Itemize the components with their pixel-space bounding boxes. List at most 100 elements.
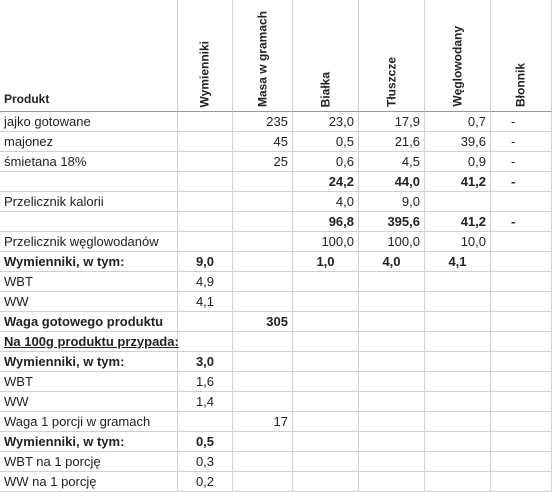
cell-text: WW na 1 porcję bbox=[4, 474, 97, 489]
cell: 17 bbox=[233, 412, 293, 432]
cell-text: 41,2 bbox=[460, 214, 486, 229]
cell bbox=[233, 292, 293, 312]
header-cell: Węglowodany bbox=[425, 0, 491, 112]
header-label: Produkt bbox=[4, 92, 50, 106]
cell: WBT bbox=[0, 272, 178, 292]
cell: Wymienniki, w tym: bbox=[0, 352, 178, 372]
header-label: Błonnik bbox=[513, 63, 528, 107]
cell: 39,6 bbox=[425, 132, 491, 152]
header-label: Tłuszcze bbox=[384, 56, 398, 107]
cell-text: WW bbox=[4, 294, 29, 309]
cell-text: 100,0 bbox=[321, 234, 354, 249]
cell: 9,0 bbox=[178, 252, 233, 272]
cell-text: Wymienniki, w tym: bbox=[4, 254, 125, 269]
cell bbox=[491, 392, 552, 412]
cell: 25 bbox=[233, 152, 293, 172]
cell-text: 4,0 bbox=[382, 254, 401, 269]
cell: Wymienniki, w tym: bbox=[0, 252, 178, 272]
cell bbox=[491, 472, 552, 492]
cell bbox=[491, 192, 552, 212]
cell bbox=[233, 212, 293, 232]
cell-text: - bbox=[511, 154, 516, 169]
cell bbox=[233, 452, 293, 472]
cell-text: 305 bbox=[266, 314, 288, 329]
cell bbox=[178, 172, 233, 192]
cell-text: 17 bbox=[273, 414, 288, 429]
cell: 0,6 bbox=[293, 152, 359, 172]
cell: 0,9 bbox=[425, 152, 491, 172]
cell bbox=[293, 352, 359, 372]
cell-text: 0,9 bbox=[467, 154, 486, 169]
cell bbox=[425, 192, 491, 212]
cell-text: - bbox=[511, 114, 516, 129]
cell: - bbox=[491, 112, 552, 132]
cell: WW na 1 porcję bbox=[0, 472, 178, 492]
header-label: Masa w gramach bbox=[255, 10, 269, 107]
cell: Wymienniki, w tym: bbox=[0, 432, 178, 452]
cell: 4,5 bbox=[359, 152, 425, 172]
cell: 10,0 bbox=[425, 232, 491, 252]
cell-text: 41,2 bbox=[460, 174, 486, 189]
cell: 0,7 bbox=[425, 112, 491, 132]
cell: 45 bbox=[233, 132, 293, 152]
cell bbox=[0, 212, 178, 232]
cell-text: Na 100g produktu przypada: bbox=[4, 334, 179, 349]
cell bbox=[293, 332, 359, 352]
cell bbox=[425, 292, 491, 312]
cell: Przelicznik węglowodanów bbox=[0, 232, 178, 252]
cell: 0,3 bbox=[178, 452, 233, 472]
cell-text: - bbox=[511, 214, 516, 229]
cell bbox=[233, 332, 293, 352]
header-label: Wymienniki bbox=[197, 40, 212, 107]
cell-text: 1,0 bbox=[316, 254, 335, 269]
cell bbox=[293, 392, 359, 412]
cell bbox=[425, 312, 491, 332]
cell-text: Wymienniki, w tym: bbox=[4, 434, 125, 449]
header-cell: Wymienniki bbox=[178, 0, 233, 112]
cell bbox=[233, 232, 293, 252]
cell-text: Wymienniki, w tym: bbox=[4, 354, 125, 369]
cell: Waga gotowego produktu bbox=[0, 312, 178, 332]
cell-text: 3,0 bbox=[195, 354, 215, 369]
cell bbox=[293, 452, 359, 472]
cell bbox=[359, 472, 425, 492]
cell bbox=[425, 372, 491, 392]
cell bbox=[293, 292, 359, 312]
cell bbox=[491, 412, 552, 432]
cell-text: 4,5 bbox=[401, 154, 420, 169]
cell: 0,5 bbox=[178, 432, 233, 452]
cell: 41,2 bbox=[425, 172, 491, 192]
cell bbox=[491, 312, 552, 332]
cell bbox=[425, 332, 491, 352]
cell: 0,2 bbox=[178, 472, 233, 492]
header-label: Węglowodany bbox=[450, 26, 464, 107]
cell: 395,6 bbox=[359, 212, 425, 232]
cell-text: WBT bbox=[4, 374, 33, 389]
cell bbox=[491, 332, 552, 352]
cell bbox=[233, 192, 293, 212]
cell: 4,1 bbox=[178, 292, 233, 312]
cell: - bbox=[491, 132, 552, 152]
cell-text: Przelicznik kalorii bbox=[4, 194, 104, 209]
cell-text: 0,5 bbox=[195, 434, 215, 449]
cell bbox=[178, 212, 233, 232]
cell bbox=[178, 192, 233, 212]
cell-text: WBT bbox=[4, 274, 33, 289]
cell bbox=[178, 152, 233, 172]
cell: WW bbox=[0, 392, 178, 412]
cell: 235 bbox=[233, 112, 293, 132]
cell bbox=[425, 272, 491, 292]
cell bbox=[359, 412, 425, 432]
header-cell: Błonnik bbox=[491, 0, 552, 112]
cell-text: 0,3 bbox=[195, 454, 215, 469]
cell bbox=[359, 332, 425, 352]
cell: śmietana 18% bbox=[0, 152, 178, 172]
cell-text: 1,6 bbox=[195, 374, 215, 389]
cell: - bbox=[491, 152, 552, 172]
cell bbox=[491, 232, 552, 252]
cell: WBT bbox=[0, 372, 178, 392]
cell bbox=[293, 272, 359, 292]
cell: 23,0 bbox=[293, 112, 359, 132]
cell bbox=[359, 432, 425, 452]
